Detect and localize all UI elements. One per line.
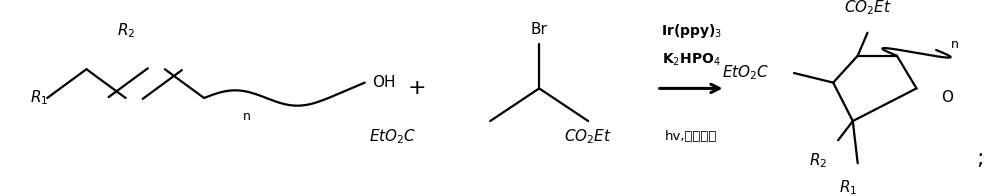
Text: K$_2$HPO$_4$: K$_2$HPO$_4$: [662, 51, 720, 68]
Text: $R_2$: $R_2$: [809, 152, 828, 171]
Text: n: n: [243, 110, 251, 122]
Text: O: O: [941, 91, 953, 105]
Text: +: +: [407, 78, 426, 98]
Text: $CO_2Et$: $CO_2Et$: [844, 0, 891, 17]
Text: $CO_2Et$: $CO_2Et$: [564, 127, 612, 145]
Text: $EtO_2C$: $EtO_2C$: [369, 127, 417, 145]
Text: $R_2$: $R_2$: [117, 22, 135, 40]
Text: $EtO_2C$: $EtO_2C$: [722, 64, 770, 82]
Text: hv,有机溶剂: hv,有机溶剂: [665, 130, 717, 143]
Text: $R_1$: $R_1$: [839, 179, 857, 196]
Text: Br: Br: [531, 22, 548, 36]
Text: $R_1$: $R_1$: [30, 89, 48, 107]
Text: Ir(ppy)$_3$: Ir(ppy)$_3$: [661, 22, 722, 40]
Text: OH: OH: [373, 75, 396, 90]
Text: ;: ;: [976, 150, 984, 170]
Text: n: n: [951, 38, 959, 51]
